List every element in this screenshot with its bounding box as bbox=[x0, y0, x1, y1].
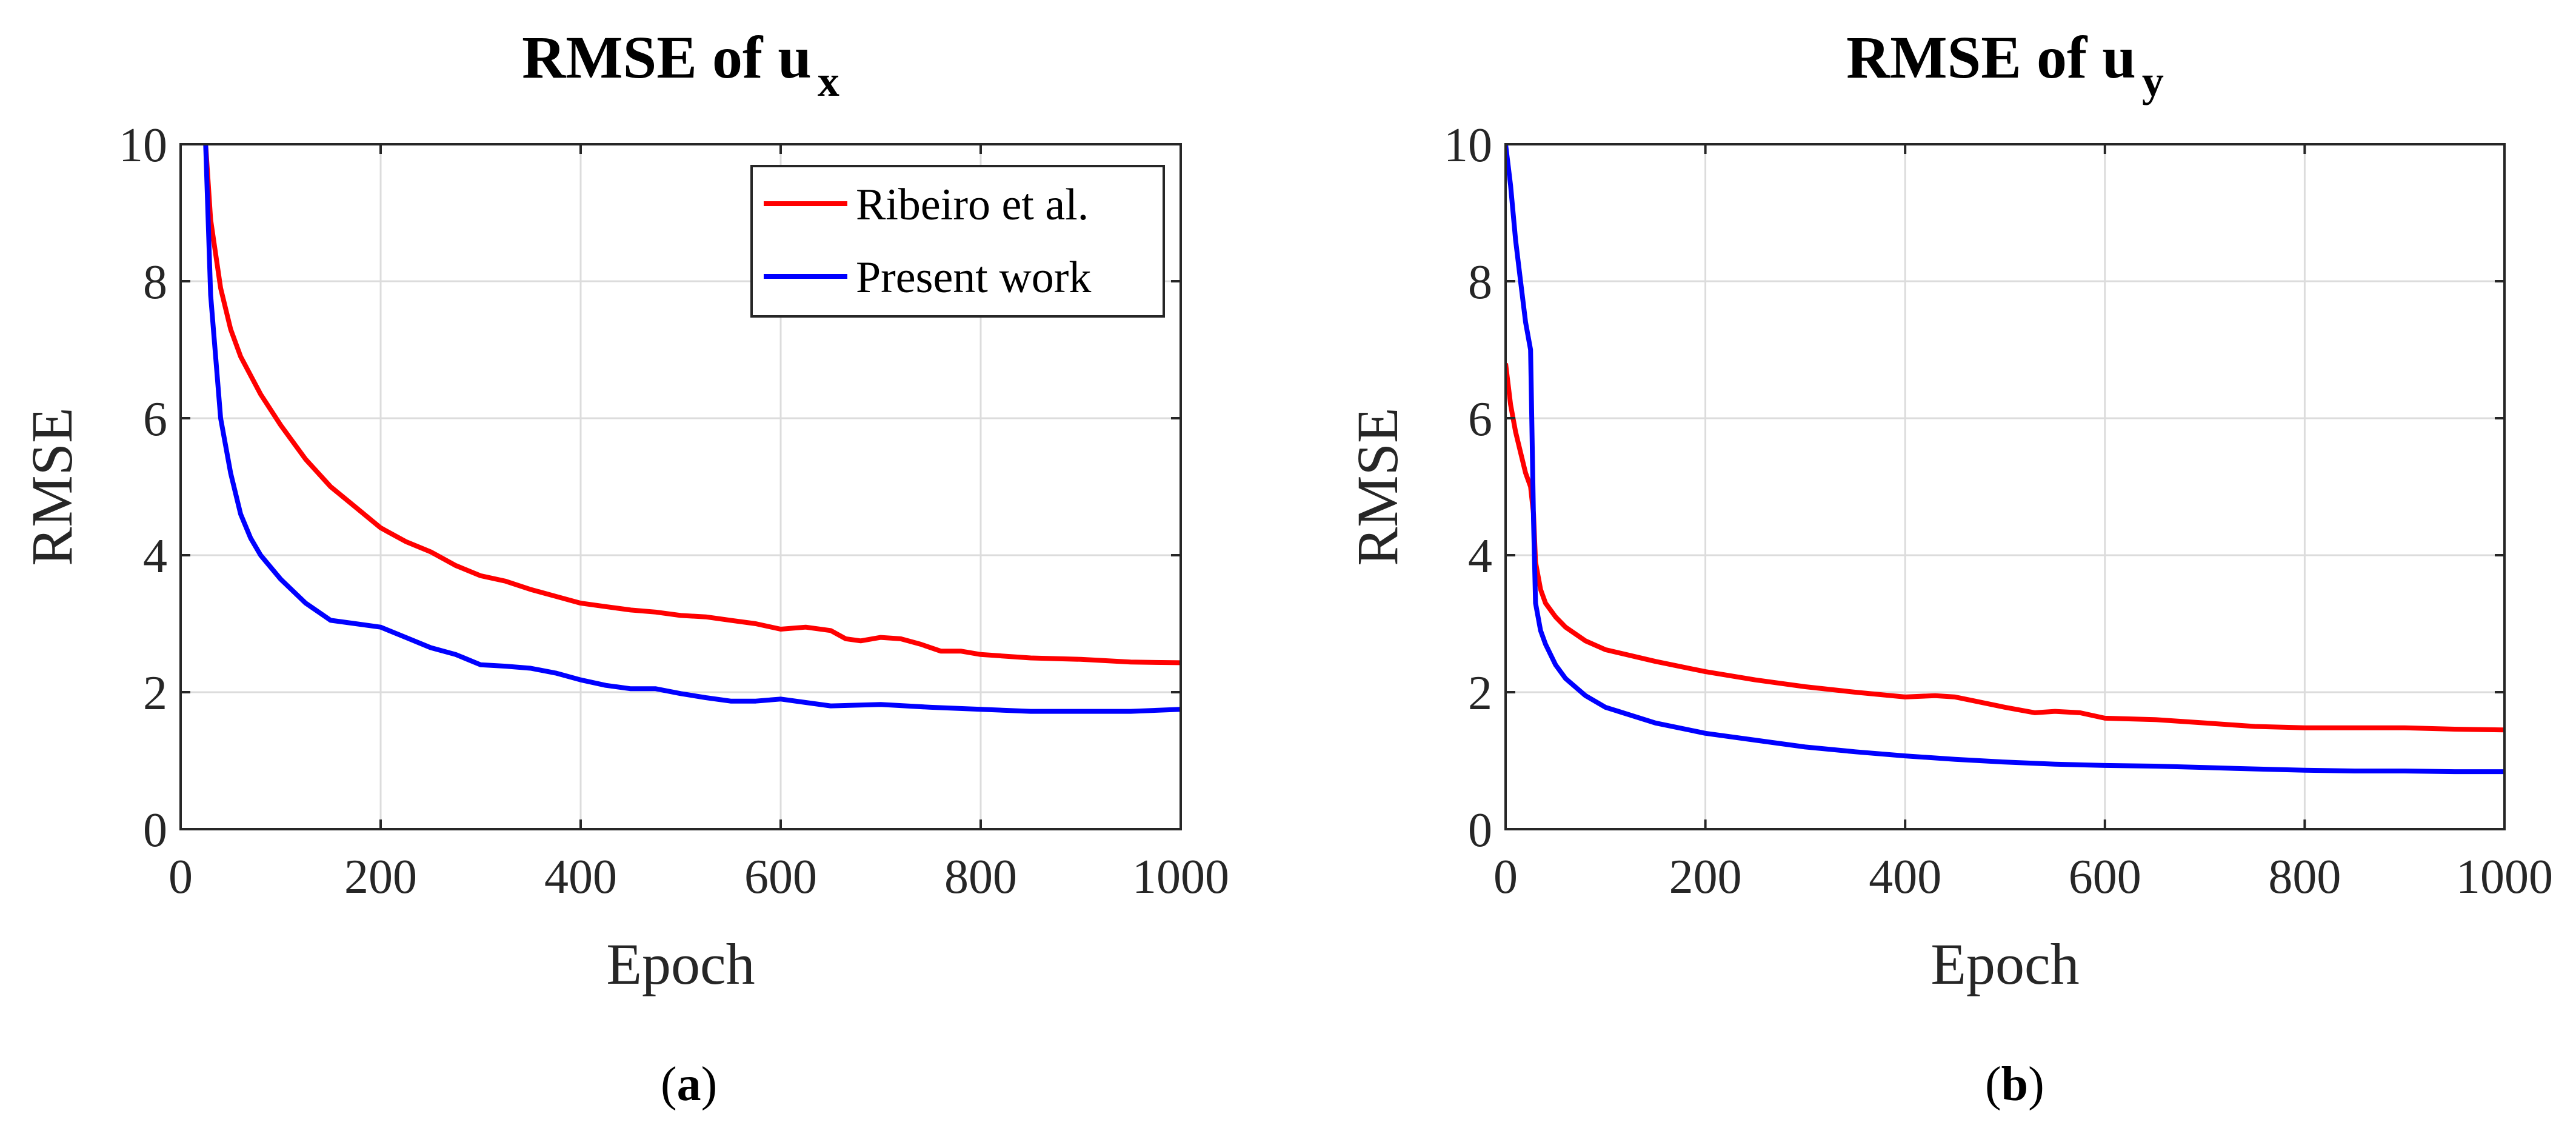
chart-b-plot-area bbox=[1506, 144, 2504, 829]
chart-a-title-subscript: x bbox=[818, 57, 839, 105]
chart-b-caption: (b) bbox=[1985, 1058, 2044, 1111]
chart-b-x-axis-label: Epoch bbox=[1930, 932, 2079, 996]
chart-b-y-axis-label: RMSE bbox=[1345, 407, 1410, 566]
chart-a-x-tick-label: 800 bbox=[944, 850, 1017, 904]
chart-b-axes-box bbox=[1504, 143, 2506, 830]
chart-a: 0 200 400 600 800 1000 0 2 4 6 8 10 RMSE of u x Epoch R… bbox=[19, 24, 1229, 1111]
chart-b-title-main: RMSE of u bbox=[1846, 24, 2136, 91]
chart-b: 0 200 400 600 800 1000 0 2 4 6 8 10 RMSE of u y Epoch R… bbox=[1345, 24, 2553, 1111]
chart-b-y-tick-label: 2 bbox=[1468, 667, 1492, 720]
chart-a-legend-label: Present work bbox=[856, 253, 1091, 302]
chart-b-y-tick-label: 4 bbox=[1468, 530, 1492, 583]
chart-b-y-tick-label: 6 bbox=[1468, 393, 1492, 446]
chart-b-x-tick-label: 200 bbox=[1669, 850, 1742, 904]
chart-b-y-tick-label: 10 bbox=[1444, 119, 1492, 172]
chart-b-x-tick-label: 400 bbox=[1869, 850, 1941, 904]
chart-a-legend-box bbox=[750, 165, 1165, 318]
chart-b-x-tick-label: 1000 bbox=[2456, 850, 2553, 904]
chart-b-title-subscript: y bbox=[2142, 57, 2164, 105]
chart-a-axes-box bbox=[179, 143, 1182, 830]
chart-a-y-tick-label: 0 bbox=[143, 804, 167, 857]
chart-b-x-tick-label: 600 bbox=[2069, 850, 2141, 904]
chart-b-x-tick-label: 0 bbox=[1493, 850, 1518, 904]
chart-a-series-present-work-line bbox=[203, 144, 1181, 714]
chart-a-x-tick-label: 0 bbox=[169, 850, 193, 904]
chart-a-series-ribeiro-line bbox=[203, 144, 1181, 666]
chart-a-x-tick-label: 600 bbox=[744, 850, 817, 904]
chart-a-legend-label: Ribeiro et al. bbox=[856, 180, 1089, 230]
chart-a-y-tick-label: 6 bbox=[143, 393, 167, 446]
chart-a-caption: (a) bbox=[661, 1058, 717, 1111]
chart-b-series-present-work-line bbox=[1506, 144, 2504, 775]
chart-a-title-main: RMSE of u bbox=[522, 24, 812, 91]
chart-a-x-tick-label: 1000 bbox=[1132, 850, 1229, 904]
chart-b-y-tick-label: 0 bbox=[1468, 804, 1492, 857]
chart-a-x-tick-label: 200 bbox=[344, 850, 417, 904]
chart-a-y-tick-label: 2 bbox=[143, 667, 167, 720]
chart-b-x-tick-label: 800 bbox=[2268, 850, 2341, 904]
chart-a-y-tick-label: 10 bbox=[119, 119, 167, 172]
chart-a-legend: Ribeiro et al. Present work bbox=[750, 165, 1165, 318]
chart-b-y-tick-label: 8 bbox=[1468, 256, 1492, 309]
chart-a-x-tick-label: 400 bbox=[544, 850, 617, 904]
chart-a-x-axis-label: Epoch bbox=[606, 932, 755, 996]
chart-a-y-tick-label: 4 bbox=[143, 530, 167, 583]
chart-a-y-axis-label: RMSE bbox=[19, 407, 84, 566]
chart-a-y-tick-label: 8 bbox=[143, 256, 167, 309]
